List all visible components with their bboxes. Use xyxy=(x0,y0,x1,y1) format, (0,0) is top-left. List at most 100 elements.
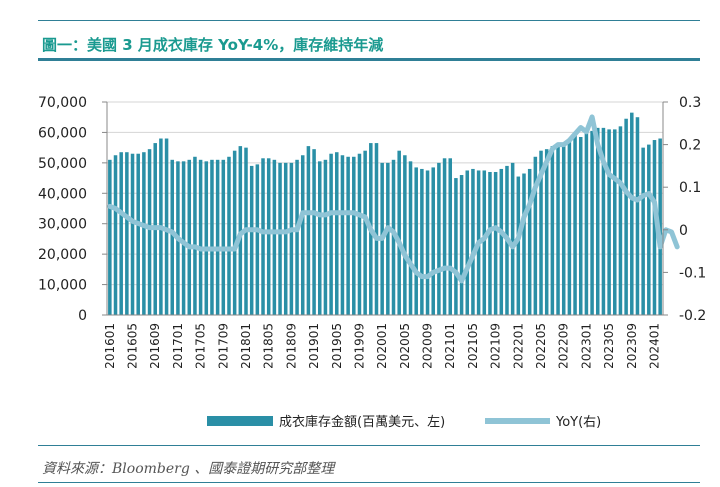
x-tick-label: 202205 xyxy=(534,323,548,369)
bar xyxy=(482,170,487,315)
bar xyxy=(340,155,345,315)
bar xyxy=(125,152,129,315)
bar xyxy=(635,117,640,315)
bar xyxy=(658,138,662,315)
bar xyxy=(164,138,169,315)
bar xyxy=(142,152,146,315)
bar xyxy=(471,168,475,315)
x-tick-label: 201709 xyxy=(216,323,230,369)
bar xyxy=(630,112,634,316)
x-tick-label: 201901 xyxy=(307,323,321,369)
bar xyxy=(278,162,282,315)
bar xyxy=(561,143,566,315)
x-tick-label: 202001 xyxy=(375,323,389,369)
x-tick-label: 202101 xyxy=(443,323,457,369)
bar xyxy=(414,167,418,315)
x-tick-label: 201905 xyxy=(330,323,344,369)
x-tick-label: 202201 xyxy=(511,323,525,369)
y-left-tick-label: 60,000 xyxy=(38,125,87,141)
bar xyxy=(420,168,424,315)
y-right-tick-label: 0.2 xyxy=(679,138,701,154)
y-left-tick-label: 40,000 xyxy=(38,186,87,202)
bar xyxy=(221,159,226,315)
bar xyxy=(437,162,441,315)
bar xyxy=(465,170,470,315)
legend-line-label: YoY(右) xyxy=(555,415,601,430)
y-right-tick-label: -0.2 xyxy=(679,308,706,324)
bar xyxy=(170,159,175,315)
bar xyxy=(136,153,140,315)
bar xyxy=(544,149,549,315)
bar xyxy=(346,156,350,315)
y-left-tick-label: 0 xyxy=(78,308,87,324)
bar xyxy=(119,152,123,315)
top-rule xyxy=(38,20,700,21)
bar xyxy=(442,158,447,315)
x-tick-label: 201801 xyxy=(239,323,253,369)
x-tick-label: 201609 xyxy=(148,323,162,369)
bar xyxy=(193,156,197,315)
bar xyxy=(357,153,362,315)
x-tick-label: 202301 xyxy=(579,323,593,369)
bar xyxy=(323,159,328,315)
x-tick-label: 201909 xyxy=(352,323,366,369)
bar xyxy=(533,156,538,315)
bar xyxy=(522,173,526,315)
x-tick-labels: 201601 201605 201609 201701 201705 201709 2018… xyxy=(103,323,662,369)
y-right-tick-label: 0 xyxy=(679,223,688,239)
y-left-tick-label: 10,000 xyxy=(38,278,87,294)
bar xyxy=(272,159,277,315)
x-tick-label: 201705 xyxy=(194,323,208,369)
source-note: 資料來源：Bloomberg 、國泰證期研究部整理 xyxy=(42,461,335,477)
x-tick-label: 202305 xyxy=(602,323,616,369)
bar xyxy=(283,162,288,315)
bar xyxy=(624,118,628,315)
bar xyxy=(249,165,254,315)
bar xyxy=(312,149,316,315)
x-tick-label: 201601 xyxy=(103,323,117,369)
legend: 成衣庫存金額(百萬美元、左) YoY(右) xyxy=(207,414,601,430)
bar xyxy=(204,161,209,315)
bar xyxy=(300,155,305,315)
chart-title: 圖一：美國 3 月成衣庫存 YoY-4%，庫存維持年減 xyxy=(42,36,384,54)
bar xyxy=(510,162,515,315)
y-left-tick-label: 50,000 xyxy=(38,156,87,172)
bar xyxy=(567,138,572,315)
bottom-rule-lower xyxy=(38,482,700,483)
bar xyxy=(647,144,651,315)
bar xyxy=(556,144,560,315)
x-tick-label: 202105 xyxy=(466,323,480,369)
bottom-rule-upper xyxy=(38,445,700,446)
bar xyxy=(590,130,594,315)
y-right-tick-label: -0.1 xyxy=(679,265,706,281)
y-right-tick-label: 0.1 xyxy=(679,180,701,196)
bar xyxy=(431,167,435,315)
legend-bar-label: 成衣庫存金額(百萬美元、左) xyxy=(279,414,445,430)
x-tick-label: 202401 xyxy=(647,323,661,369)
x-tick-label: 201809 xyxy=(284,323,298,369)
x-tick-label: 202005 xyxy=(398,323,412,369)
bar xyxy=(374,143,379,315)
line-series xyxy=(107,114,680,284)
bar xyxy=(261,158,265,315)
bar xyxy=(539,150,543,315)
yoy-line xyxy=(107,114,680,284)
x-tick-label: 201701 xyxy=(171,323,185,369)
bar xyxy=(317,161,322,315)
x-tick-label: 202209 xyxy=(557,323,571,369)
bar xyxy=(493,171,498,315)
bar xyxy=(215,159,220,315)
bar xyxy=(289,162,294,315)
bar xyxy=(448,158,453,315)
bar xyxy=(255,164,260,315)
bar xyxy=(613,129,617,315)
bar xyxy=(573,132,577,315)
bar xyxy=(601,127,606,315)
bar xyxy=(352,156,356,315)
bar xyxy=(403,155,407,315)
bar xyxy=(652,140,657,315)
bar xyxy=(266,158,271,315)
bar xyxy=(499,168,504,315)
bar xyxy=(641,147,645,315)
